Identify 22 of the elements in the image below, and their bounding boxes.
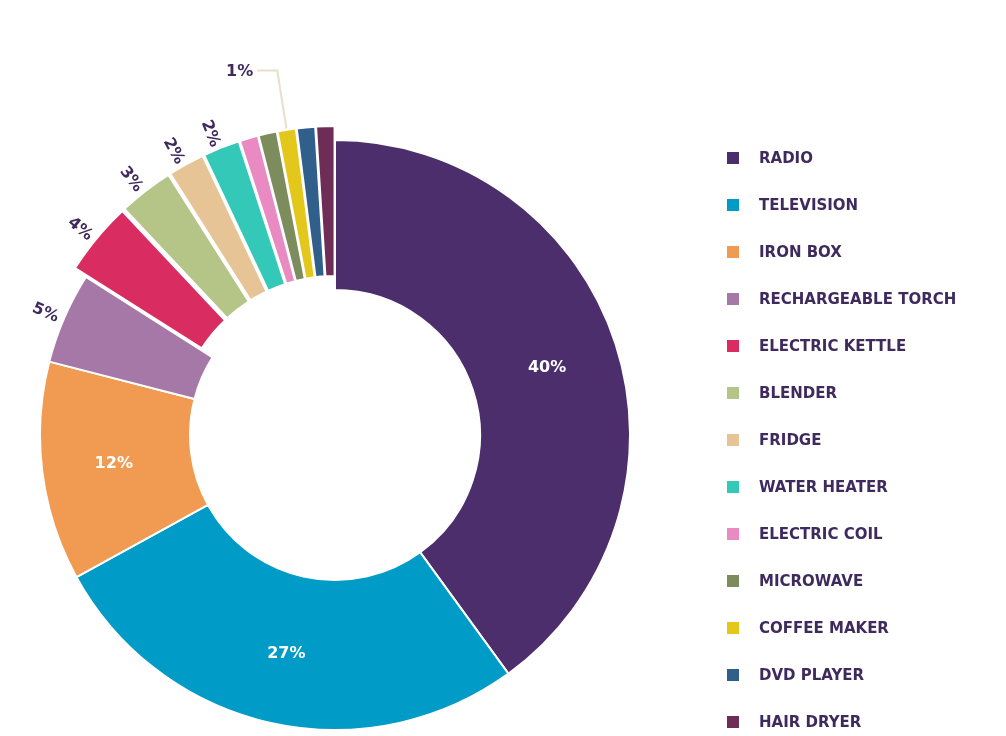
legend-label: RADIO [759, 149, 813, 167]
data-label: 2% [159, 134, 190, 168]
legend-label: COFFEE MAKER [759, 619, 890, 637]
data-label: 4% [64, 212, 98, 245]
data-label: 40% [527, 356, 567, 376]
legend-label: DVD PLAYER [759, 666, 865, 684]
legend-label: BLENDER [759, 384, 838, 402]
legend-label: IRON BOX [759, 243, 843, 261]
legend-label: RECHARGEABLE TORCH [759, 290, 957, 308]
legend-label: MICROWAVE [759, 572, 864, 590]
legend-label: TELEVISION [759, 196, 859, 214]
data-label: 5% [29, 297, 63, 326]
data-label: 27% [267, 643, 306, 663]
legend-label: ELECTRIC COIL [759, 525, 883, 543]
legend-label: HAIR DRYER [759, 713, 862, 731]
legend-label: WATER HEATER [759, 478, 889, 496]
legend-label: FRIDGE [759, 431, 822, 449]
legend-label: ELECTRIC KETTLE [759, 337, 907, 355]
data-label: 3% [116, 162, 148, 196]
data-label: 2% [197, 117, 226, 150]
data-label: 1% [226, 61, 254, 81]
data-label: 12% [94, 453, 133, 473]
